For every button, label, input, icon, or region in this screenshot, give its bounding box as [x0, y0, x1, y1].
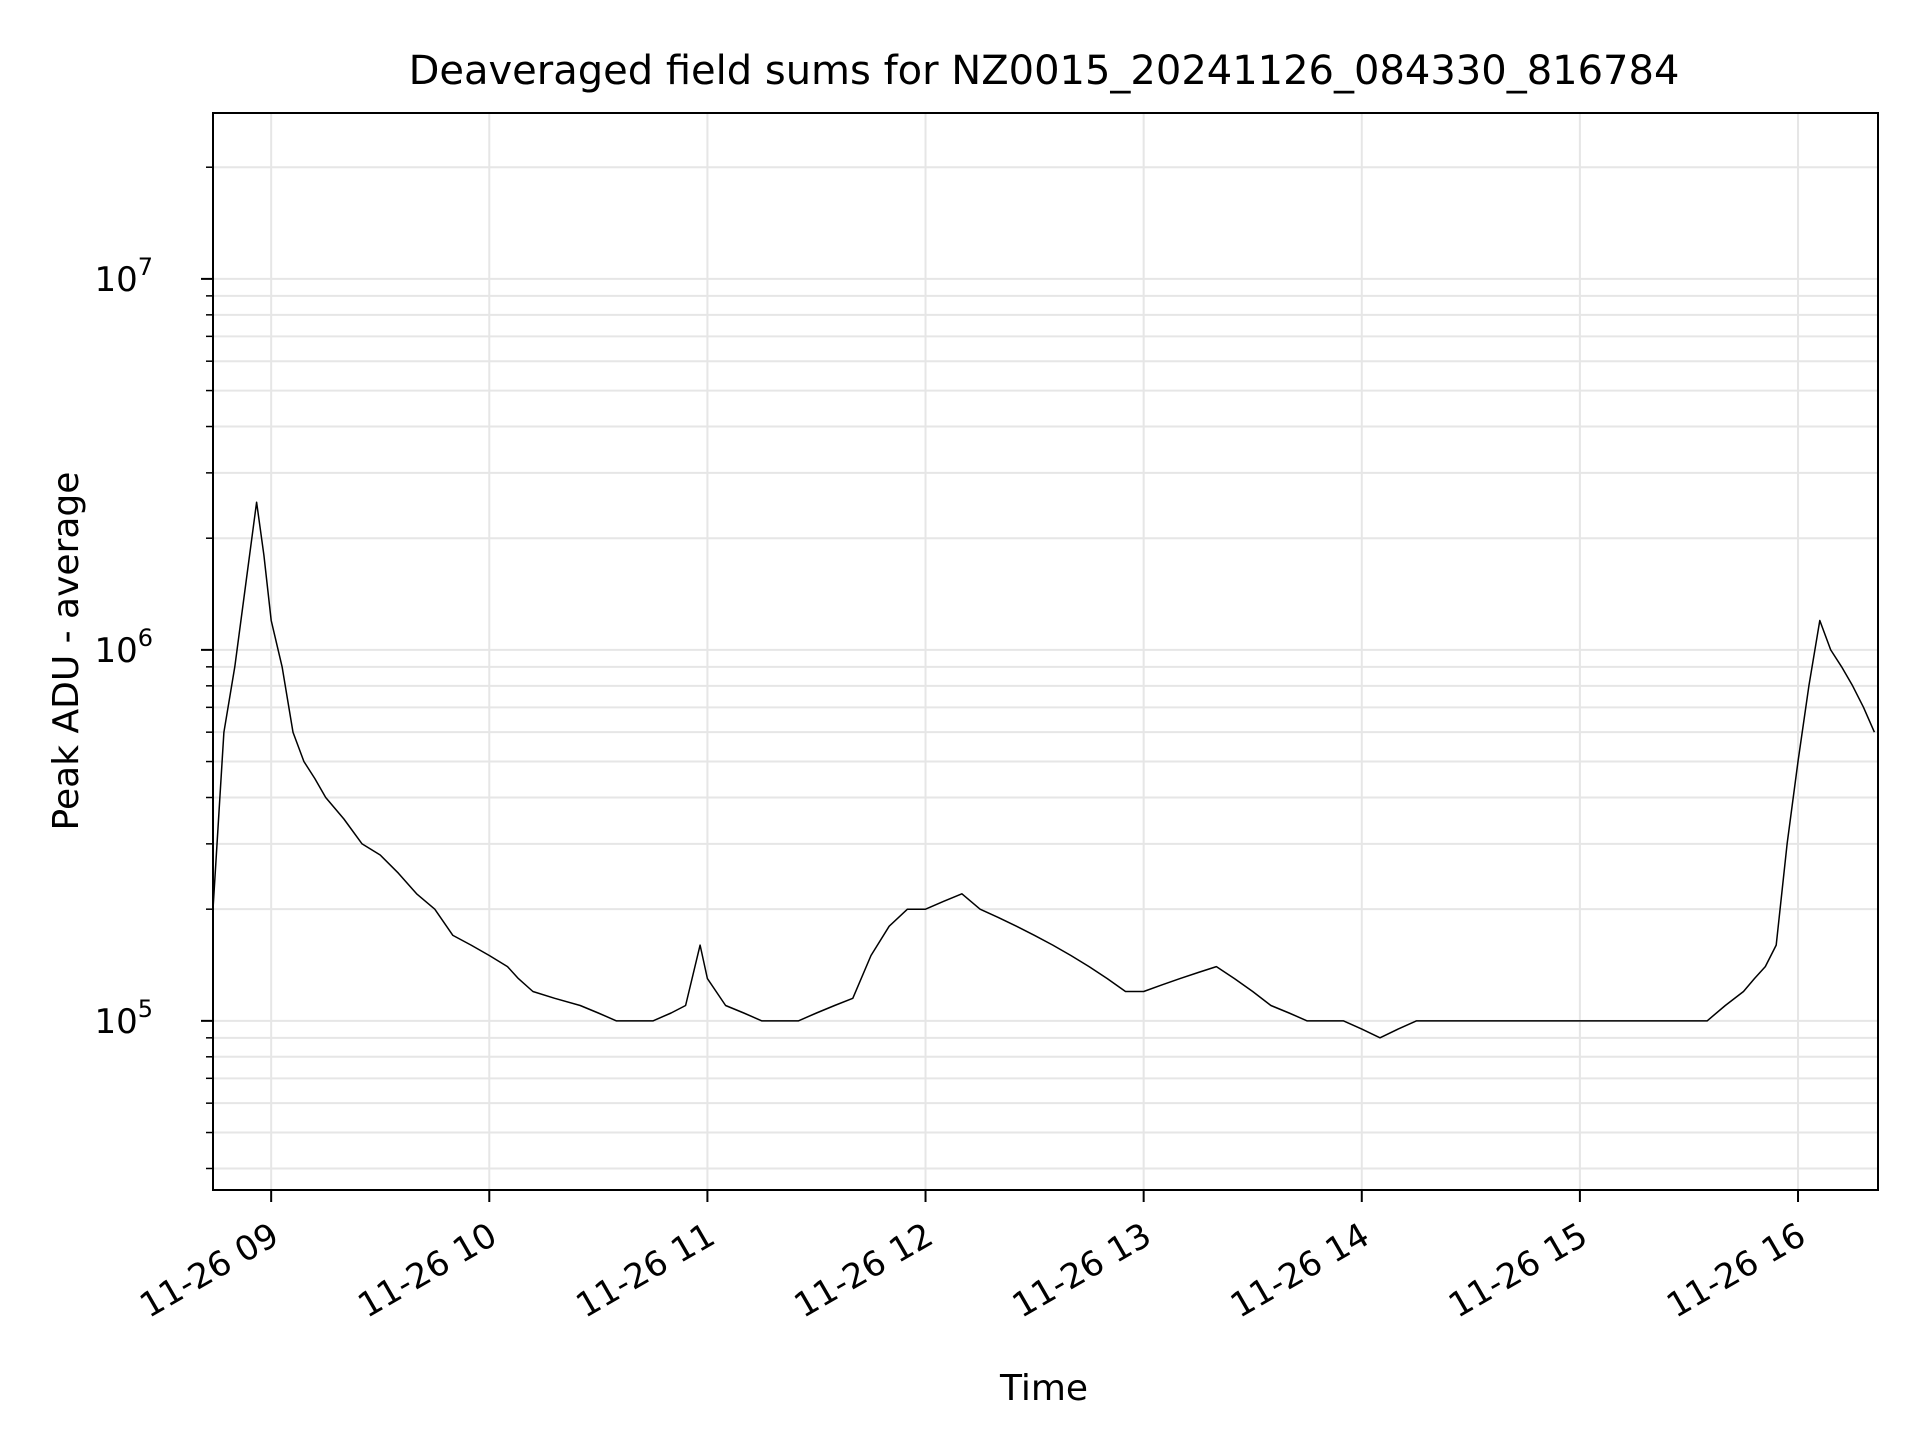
y-tick-label: 107 [94, 253, 153, 300]
x-axis-label: Time [999, 1368, 1088, 1409]
y-axis-label: Peak ADU - average [46, 472, 87, 831]
plot-frame [212, 112, 1879, 1191]
y-tick-label: 106 [94, 624, 153, 671]
series-line [212, 501, 1876, 1039]
data-series [212, 501, 1876, 1039]
grid-lines [213, 113, 1878, 1190]
chart-title: Deaveraged field sums for NZ0015_2024112… [409, 48, 1680, 94]
y-tick-label: 105 [94, 995, 153, 1042]
